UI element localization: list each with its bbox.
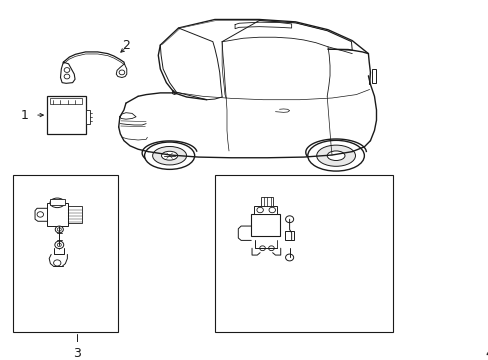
Ellipse shape [326,151,344,161]
Text: 3: 3 [73,347,81,360]
Ellipse shape [307,140,364,171]
Bar [371,69,376,83]
Bar [13,175,118,332]
Bar [284,231,294,240]
Bar [251,214,280,236]
Bar [50,98,82,104]
Bar [261,197,273,206]
Circle shape [285,216,293,222]
Bar [68,206,82,223]
Bar [50,199,64,205]
Bar [47,203,68,226]
Ellipse shape [161,151,177,160]
Bar [254,206,277,214]
Circle shape [55,241,63,249]
Ellipse shape [316,145,355,166]
Text: 4: 4 [485,347,488,360]
Circle shape [55,226,63,233]
Ellipse shape [50,198,64,208]
Text: 1: 1 [21,109,29,122]
Text: 2: 2 [122,39,130,51]
Bar [214,175,392,332]
Circle shape [54,260,61,266]
Circle shape [285,254,293,261]
Bar [85,110,90,123]
Ellipse shape [152,147,186,165]
Ellipse shape [144,142,194,169]
Bar [47,96,85,134]
